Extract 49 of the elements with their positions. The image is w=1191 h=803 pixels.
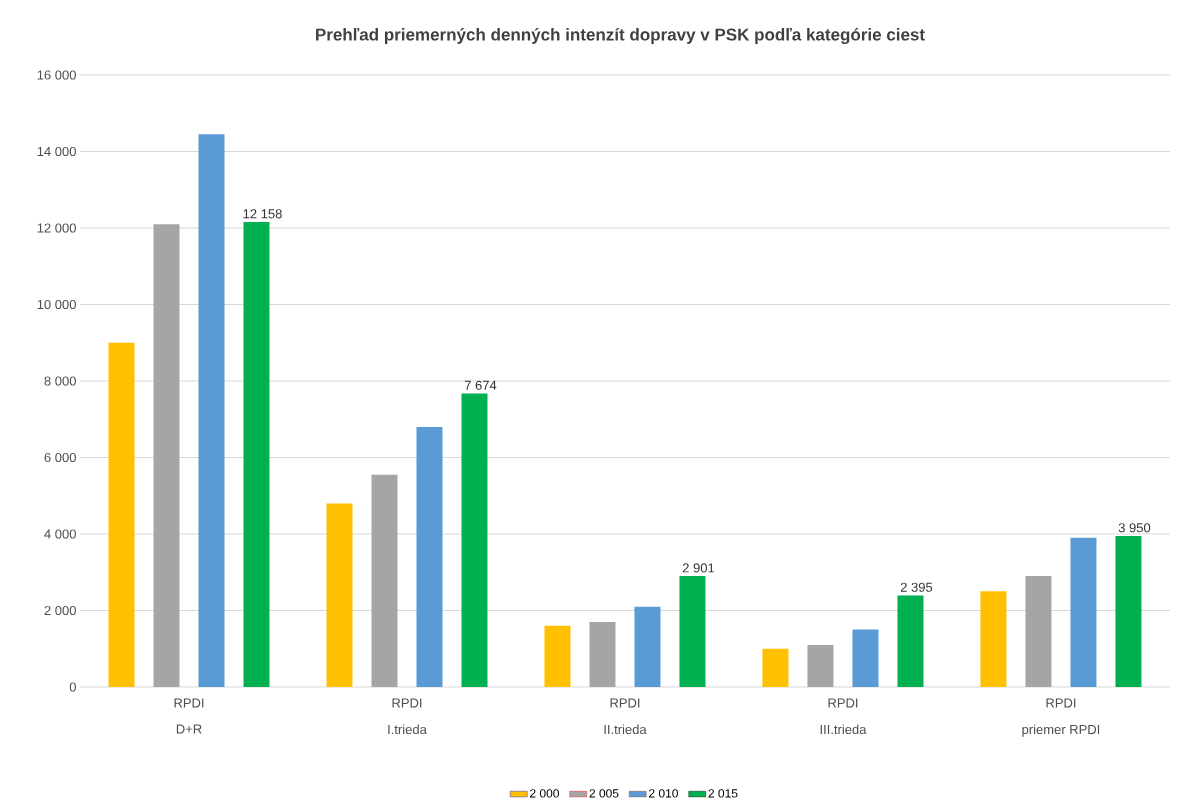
y-tick-label: 10 000 <box>37 299 76 310</box>
y-tick-label: 6 000 <box>44 452 76 463</box>
y-tick-label: 14 000 <box>37 146 76 157</box>
bar <box>108 342 135 687</box>
bar <box>1025 576 1052 687</box>
bar <box>544 625 571 687</box>
text: RPDI <box>828 698 858 708</box>
legend-label: 2 005 <box>589 789 619 798</box>
bar <box>762 648 789 687</box>
bar <box>897 595 924 687</box>
data-label: 7 674 <box>464 380 497 390</box>
bar <box>153 224 180 687</box>
x-tick-label: D+R <box>176 724 202 734</box>
bar <box>1070 537 1097 687</box>
y-tick-label: 4 000 <box>44 529 76 539</box>
bar <box>243 221 270 687</box>
bar <box>807 644 834 687</box>
bar <box>679 576 706 687</box>
bar <box>980 591 1007 687</box>
bar <box>852 629 879 687</box>
bar <box>634 606 661 687</box>
bar <box>326 503 353 687</box>
bar <box>416 426 443 687</box>
y-tick-label: 0 <box>69 682 76 692</box>
bar <box>461 393 488 687</box>
data-label: 12 158 <box>243 209 282 219</box>
y-tick-label: 2 000 <box>44 605 76 616</box>
bar <box>1115 535 1142 687</box>
bar <box>198 134 225 687</box>
x-tick-label: priemer RPDI <box>1022 724 1100 737</box>
data-label: 2 395 <box>900 582 933 592</box>
x-tick-label: III.trieda <box>820 724 867 735</box>
legend-label: 2 015 <box>708 789 738 798</box>
x-tick-label: I.trieda <box>388 724 427 735</box>
text: RPDI <box>1046 698 1076 708</box>
chart-title: Prehľad priemerných denných intenzít dopravy v PSK podľa kategórie ciest <box>316 27 925 45</box>
text: RPDI <box>174 698 204 708</box>
text: RPDI <box>392 698 422 708</box>
bar <box>589 621 616 687</box>
y-tick-label: 16 000 <box>37 70 76 80</box>
bar <box>371 474 398 687</box>
data-label: 2 901 <box>682 563 715 573</box>
y-tick-label: 8 000 <box>44 376 76 386</box>
x-tick-label: II.trieda <box>604 724 647 735</box>
data-label: 3 950 <box>1118 523 1151 533</box>
legend-label: 2 000 <box>530 789 559 798</box>
legend-label: 2 010 <box>649 789 678 798</box>
text: RPDI <box>610 698 640 708</box>
y-tick-label: 12 000 <box>37 223 76 233</box>
